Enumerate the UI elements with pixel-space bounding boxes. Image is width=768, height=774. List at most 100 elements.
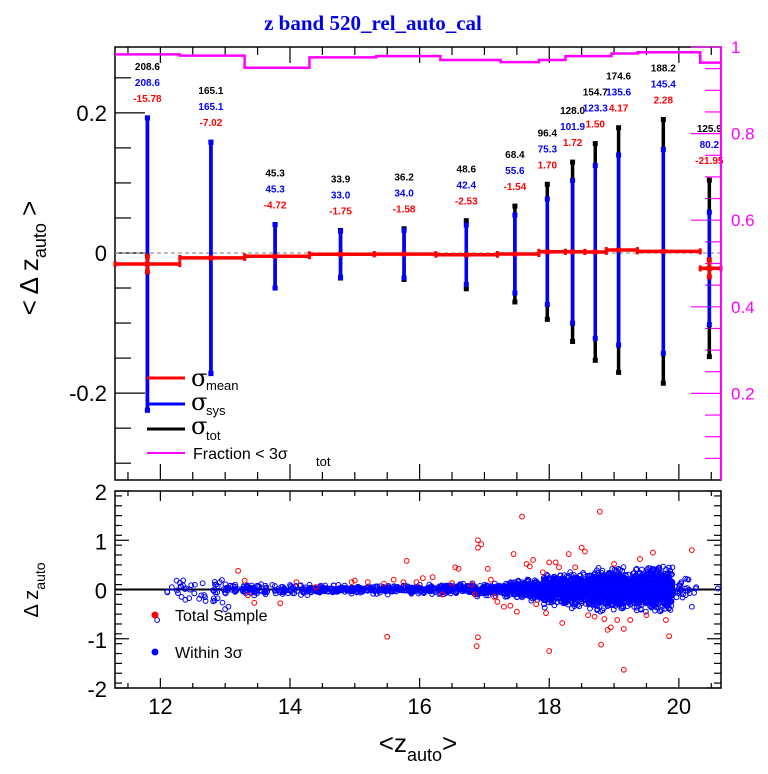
right-y-tick-label: 0.8 [731, 125, 755, 144]
within-3sigma-point [337, 585, 344, 592]
total-sample-point [601, 616, 608, 622]
within-3sigma-point [620, 585, 627, 592]
within-3sigma-point [239, 587, 246, 594]
right-y-tick-label: 0.6 [731, 211, 755, 230]
within-3sigma-point [528, 581, 535, 588]
x-axis-title: <zauto> [379, 728, 457, 765]
tot-cap [570, 338, 576, 344]
total-sample-point [546, 648, 553, 654]
within-3sigma-point [180, 582, 186, 589]
within-3sigma-point [637, 606, 644, 613]
bin-label-sys: 33.0 [331, 190, 351, 201]
within-3sigma-point [685, 576, 692, 583]
bin-label-tot: 128.0 [560, 106, 585, 117]
legend-tot-sub: tot [206, 428, 221, 443]
within-3sigma-point [510, 584, 517, 591]
within-3sigma-point [660, 563, 666, 570]
within-3sigma-point [240, 586, 247, 593]
total-sample-point [351, 577, 358, 584]
within-3sigma-point [396, 587, 402, 594]
bin-label-mean: -7.02 [200, 118, 223, 129]
bin-label-tot: 45.3 [265, 169, 285, 180]
within-3sigma-point [657, 608, 664, 615]
within-3sigma-point [281, 586, 287, 593]
y-tick-label: -1 [87, 628, 107, 653]
within-3sigma-point [212, 581, 218, 588]
mean-cap [706, 274, 712, 280]
within-3sigma-point [168, 584, 175, 591]
bin-label-tot: 174.6 [606, 72, 631, 83]
mean-cap [706, 257, 712, 263]
within-3sigma-point [331, 586, 338, 593]
within-3sigma-point [644, 573, 651, 580]
within-3sigma-point [183, 585, 190, 592]
bin-label-tot: 188.2 [651, 64, 676, 75]
tot-cap [592, 141, 598, 147]
svg-text:<zauto>: <zauto> [379, 728, 457, 765]
within-3sigma-point [657, 575, 664, 582]
within-3sigma-point [684, 588, 691, 594]
within-3sigma-point [606, 577, 613, 584]
tot-cap [512, 203, 518, 209]
bin-label-sys: 208.6 [135, 78, 160, 89]
bin-label-sys: 123.3 [583, 104, 608, 115]
bin-label-tot: 48.6 [457, 165, 477, 176]
within-3sigma-point [562, 581, 569, 588]
within-3sigma-point [575, 587, 582, 593]
total-sample-point [513, 608, 520, 615]
within-3sigma-point [202, 598, 209, 604]
total-sample-point [552, 559, 559, 566]
y-tick-label: -2 [87, 677, 107, 702]
within-3sigma-point [605, 591, 612, 598]
bin-label-sys: 42.4 [457, 181, 477, 192]
sys-cap [144, 407, 150, 413]
total-sample-point [455, 565, 462, 572]
tot-cap [544, 181, 550, 187]
within-3sigma-point [258, 581, 265, 588]
total-sample-point [519, 513, 525, 520]
within-3sigma-point [609, 565, 616, 572]
right-y-tick-labels: 0.2 0.4 0.6 0.8 1 [731, 38, 755, 403]
sys-cap [512, 290, 518, 296]
within-3sigma-point [324, 586, 331, 593]
within-3sigma-point [556, 594, 563, 600]
within-3sigma-point [384, 591, 391, 598]
legend-fraction-sub: tot [316, 454, 331, 469]
within-3sigma-point [567, 569, 574, 576]
y-tick-label: 0 [95, 579, 107, 604]
within-3sigma-point [404, 586, 411, 592]
mean-bin-edge [434, 251, 438, 258]
total-sample-point [565, 551, 572, 557]
within-3sigma-point [492, 585, 499, 591]
within-3sigma-point [214, 589, 221, 596]
within-3sigma-point [610, 577, 617, 584]
within-3sigma-point [628, 590, 635, 596]
within-3sigma-point [557, 572, 564, 579]
within-3sigma-point [618, 605, 625, 611]
top-legend: σ mean σ sys σ tot Fraction < 3σ tot [147, 364, 331, 469]
within-3sigma-point [668, 598, 675, 605]
within-3sigma-point [650, 582, 657, 589]
bin-label-mean: 1.72 [563, 138, 583, 149]
sys-cap [208, 139, 214, 145]
chart-title: z band 520_rel_auto_cal [264, 11, 482, 35]
top-panel: 208.6 208.6 -15.78 165.1 165.1 -7.02 45.3 45.3 -… [14, 38, 755, 481]
within-3sigma-point [232, 587, 239, 593]
within-3sigma-point [676, 582, 682, 588]
within-3sigma-point [568, 599, 575, 606]
within-3sigma-point [322, 585, 328, 592]
within-3sigma-point [314, 585, 321, 592]
within-3sigma-point [650, 574, 657, 581]
within-3sigma-point [529, 591, 536, 598]
within-3sigma-point [653, 572, 660, 579]
within-3sigma-point [222, 587, 229, 593]
bottom-legend: Total Sample Within 3σ [151, 608, 268, 662]
within-3sigma-point [210, 587, 217, 594]
within-3sigma-point [592, 582, 599, 588]
y-tick-label: 2 [95, 480, 107, 505]
within-3sigma-point [439, 585, 446, 591]
x-tick-label: 12 [148, 694, 172, 719]
total-sample-point [598, 641, 604, 648]
bin-label-sys: 165.1 [198, 102, 223, 113]
total-sample-point [475, 634, 481, 641]
